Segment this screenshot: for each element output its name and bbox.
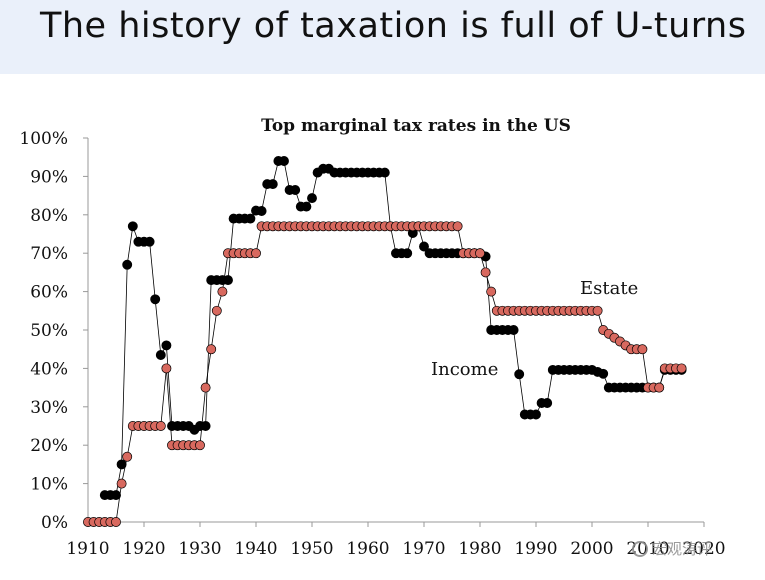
data-point-income [514,369,525,380]
data-point-income [223,275,233,286]
data-point-income [598,368,609,379]
data-point-estate [116,478,127,489]
y-tick-label: 90% [30,167,68,187]
data-point-estate [452,221,463,232]
data-point-income [531,409,541,420]
data-point-income [256,206,267,216]
data-point-estate [195,440,205,451]
data-point-estate [475,248,485,259]
data-point-estate [486,286,497,297]
x-tick-label: 1990 [514,539,557,559]
x-tick-label: 1980 [458,539,501,559]
data-point-estate [200,382,211,393]
series-income [99,156,687,501]
x-tick-label: 2000 [570,539,613,559]
x-tick-label: 1940 [234,539,277,559]
data-point-estate [122,451,133,462]
y-tick-label: 100% [19,129,68,149]
data-point-income [144,236,155,247]
chart-title: Top marginal tax rates in the US [261,116,571,136]
y-tick-label: 10% [30,475,68,495]
data-point-income [402,248,413,259]
y-tick-label: 0% [41,513,68,533]
data-point-income [245,213,256,224]
data-point-income [508,325,519,335]
series-label-income: Income [431,359,498,380]
data-point-income [161,340,172,351]
tax-rate-chart: Top marginal tax rates in the US 0% 10% 20… [19,116,725,559]
y-tick-label: 30% [30,398,68,418]
data-point-estate [480,267,491,278]
data-point-income [200,421,211,431]
y-tick-label: 80% [30,206,68,226]
data-point-income [279,156,289,166]
data-point-income [155,350,166,360]
data-point-income [111,490,121,501]
x-tick-label: 1920 [122,539,165,559]
x-tick-label: 1960 [346,539,389,559]
data-point-estate [111,517,121,527]
series-labels: Income Estate [431,278,638,380]
data-point-income [542,398,553,408]
data-point-income [307,193,317,204]
watermark-text: 宏观涛评 [652,540,713,558]
x-tick-label: 1950 [290,539,333,559]
watermark: 宏观涛评 [632,538,760,560]
chart-series [83,156,687,527]
data-point-estate [251,248,261,259]
slide-title: The history of taxation is full of U-tur… [40,6,747,46]
y-tick-label: 70% [30,244,68,264]
data-point-income [419,241,429,252]
series-estate [83,221,687,527]
y-tick-label: 60% [30,283,68,303]
x-tick-label: 1910 [66,539,109,559]
y-tick-label: 50% [30,321,68,341]
x-tick-label: 2020 [682,539,725,559]
x-tick-label: 1930 [178,539,221,559]
data-point-income [127,221,138,232]
data-point-income [150,294,161,305]
x-tick-label: 1970 [402,539,445,559]
y-tick-label: 40% [30,359,68,379]
data-point-income [116,459,127,470]
data-point-estate [654,382,665,393]
data-point-estate [217,286,228,297]
data-point-estate [592,305,603,316]
data-point-income [379,167,390,178]
data-point-income [267,179,278,190]
data-point-estate [161,363,172,374]
data-point-estate [155,421,166,431]
series-label-estate: Estate [580,278,638,299]
data-point-income [301,201,312,212]
data-point-income [122,259,133,270]
data-point-estate [206,344,217,355]
wechat-icon [632,541,648,557]
data-point-estate [676,363,687,374]
y-tick-label: 20% [30,436,68,456]
data-point-estate [211,305,222,316]
slide-header: The history of taxation is full of U-tur… [0,0,765,74]
data-point-estate [637,344,648,355]
data-point-income [290,185,301,195]
